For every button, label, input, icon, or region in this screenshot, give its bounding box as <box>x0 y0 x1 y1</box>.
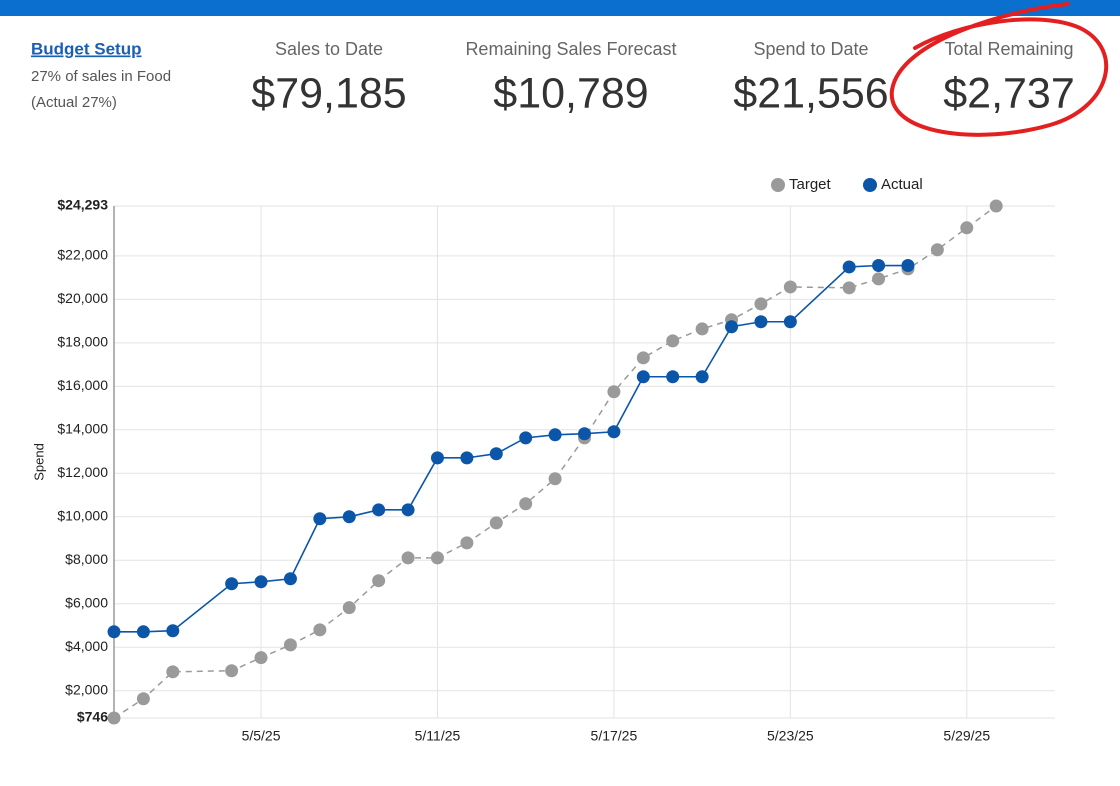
data-point <box>548 472 562 486</box>
data-point <box>342 601 356 615</box>
data-point <box>489 447 503 461</box>
data-point <box>401 503 415 517</box>
y-tick-label: $24,293 <box>57 197 108 213</box>
data-point <box>225 664 239 678</box>
budget-setup-link[interactable]: Budget Setup <box>31 39 142 58</box>
legend-marker <box>863 178 877 192</box>
y-tick-label: $12,000 <box>57 464 108 480</box>
data-point <box>430 451 444 465</box>
x-tick-label: 5/11/25 <box>415 728 461 744</box>
kpi-value: $10,789 <box>493 69 648 117</box>
data-point <box>460 451 474 465</box>
data-point <box>548 428 562 442</box>
data-point <box>872 259 886 273</box>
legend-marker <box>771 178 785 192</box>
data-point <box>313 512 327 526</box>
data-point <box>872 272 886 286</box>
y-tick-label: $18,000 <box>57 334 108 350</box>
data-point <box>342 510 356 524</box>
x-tick-label: 5/23/25 <box>767 728 814 744</box>
data-point <box>519 431 533 445</box>
y-tick-label: $14,000 <box>57 421 108 437</box>
data-point <box>313 623 327 637</box>
x-tick-label: 5/5/25 <box>242 728 281 744</box>
series-line <box>113 205 997 719</box>
data-point <box>283 572 297 586</box>
highlight-circle <box>889 2 1108 137</box>
data-point <box>960 221 974 235</box>
y-tick-label: $20,000 <box>57 290 108 306</box>
data-point <box>842 260 856 274</box>
data-point <box>166 665 180 679</box>
y-tick-label: $16,000 <box>57 377 108 393</box>
data-point <box>666 334 680 348</box>
actual-note: (Actual 27%) <box>31 94 117 111</box>
data-point <box>666 370 680 384</box>
data-point <box>166 624 180 638</box>
data-point <box>107 711 121 725</box>
data-point <box>901 259 915 273</box>
kpi-label: Remaining Sales Forecast <box>465 39 676 59</box>
data-point <box>695 322 709 336</box>
kpi-label: Total Remaining <box>944 39 1073 59</box>
data-point <box>107 625 121 639</box>
y-axis-label: Spend <box>31 443 46 481</box>
data-point <box>725 320 739 334</box>
data-point <box>578 427 591 441</box>
y-tick-label: $10,000 <box>57 507 108 523</box>
data-point <box>372 503 386 517</box>
data-point <box>489 516 503 530</box>
kpi-label: Sales to Date <box>275 39 383 59</box>
data-point <box>842 281 856 295</box>
data-point <box>636 370 650 384</box>
y-tick-label: $22,000 <box>57 247 108 263</box>
data-point <box>783 280 797 294</box>
y-tick-label: $6,000 <box>65 594 108 610</box>
data-point <box>930 243 944 257</box>
data-point <box>401 551 415 565</box>
legend-label: Actual <box>881 176 923 193</box>
data-point <box>254 651 268 665</box>
y-tick-label: $746 <box>77 709 108 725</box>
data-point <box>607 385 621 399</box>
data-point <box>754 315 768 329</box>
data-point <box>225 577 239 591</box>
data-point <box>989 199 1003 213</box>
data-point <box>519 497 533 511</box>
data-point <box>254 575 268 589</box>
data-point <box>430 551 444 565</box>
y-tick-label: $4,000 <box>65 638 108 654</box>
kpi-label: Spend to Date <box>753 39 868 59</box>
top-bar <box>0 0 1120 16</box>
data-point <box>636 351 650 365</box>
data-point <box>136 692 150 706</box>
plot: 5/5/25 5/11/25 5/17/25 5/23/25 5/29/25 $746 $2… <box>57 176 1055 744</box>
data-point <box>460 536 474 550</box>
data-point <box>283 638 297 652</box>
data-point <box>695 370 709 384</box>
data-point <box>783 315 797 329</box>
data-point <box>754 297 768 311</box>
y-tick-label: $8,000 <box>65 551 108 567</box>
kpi-value: $21,556 <box>733 69 888 117</box>
kpi-value: $2,737 <box>943 69 1075 117</box>
legend-label: Target <box>789 176 832 193</box>
data-point <box>607 425 621 439</box>
food-note: 27% of sales in Food <box>31 68 171 85</box>
data-point <box>136 625 150 639</box>
x-tick-label: 5/17/25 <box>591 728 638 744</box>
x-tick-label: 5/29/25 <box>943 728 990 744</box>
kpi-value: $79,185 <box>251 69 406 117</box>
data-point <box>372 574 386 588</box>
y-tick-label: $2,000 <box>65 681 108 697</box>
